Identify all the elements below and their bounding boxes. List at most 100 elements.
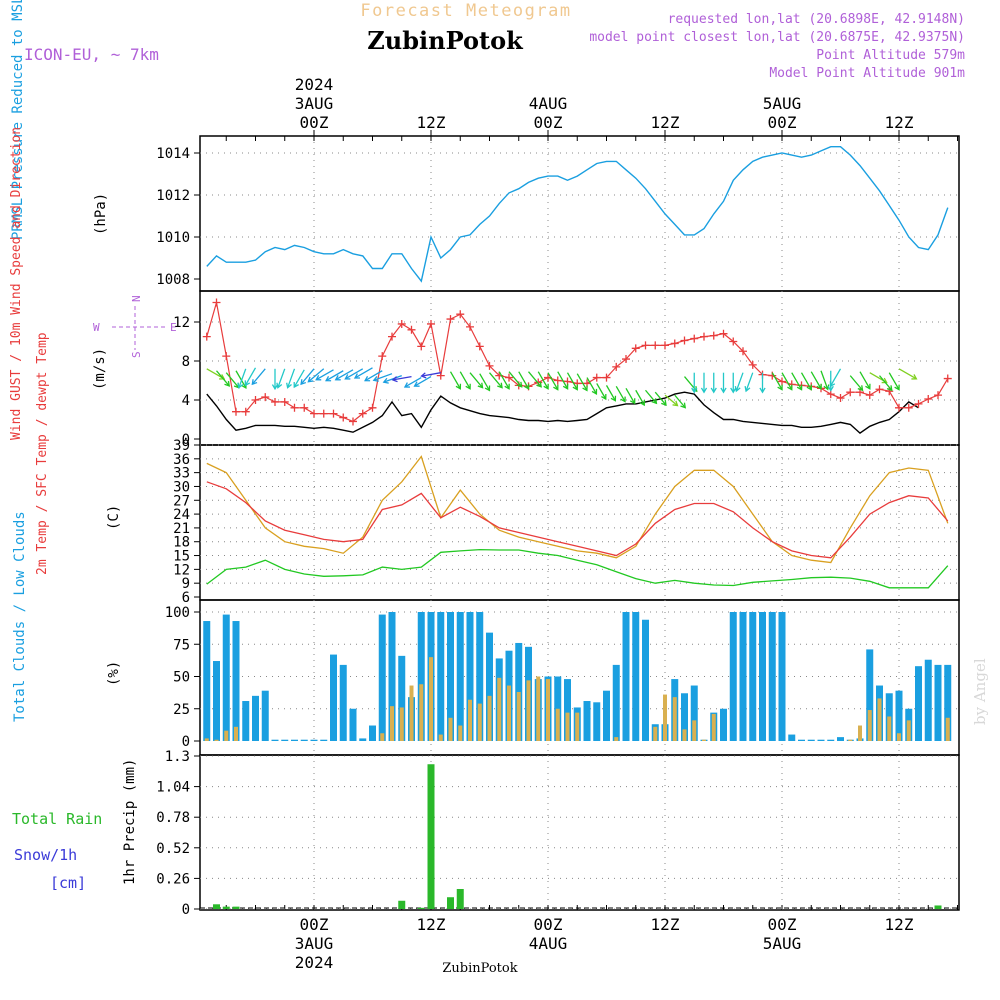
precip-bar [456,888,464,909]
wind-arrow-head [582,385,588,392]
total-cloud-bar [817,739,825,741]
total-cloud-bar [232,621,240,741]
wind-arrow-head [516,381,523,388]
gust-marker [729,337,738,346]
wind-arrow-head [734,386,741,393]
gust-marker [222,352,231,361]
total-cloud-bar [378,614,386,741]
total-cloud-bar [895,690,903,741]
wind-direction-arrow [849,375,864,391]
wind-arrow-head [465,383,471,390]
wind-direction-arrow [820,370,829,390]
wind-arrow-head [865,383,871,390]
top-time-label: 12Z [417,113,446,132]
total-cloud-bar [612,664,620,741]
wind-arrow-head [484,385,491,392]
wind-arrow-head [787,384,793,391]
gust-marker [641,341,650,350]
total-cloud-bar [603,690,610,741]
wind-arrow-head [710,387,717,394]
wind-arrow-head [536,381,542,388]
wind-direction-arrow [664,394,678,407]
wind-direction-arrow [810,371,822,390]
requested-coords: requested lon,lat (20.6898E, 42.9148N) [668,12,965,27]
gust-marker [904,403,913,412]
wind-direction-arrow [576,373,588,391]
wind-direction-arrow [414,376,432,387]
low-cloud-bar [867,710,872,741]
wind-direction-arrow [315,369,334,381]
wind-arrow-head [827,385,834,392]
y-tick-label: 12 [173,315,190,331]
total-cloud-bar [213,661,220,741]
gust-marker [914,399,923,408]
top-time-label: 4AUG [529,94,568,113]
wind-arrow-head [796,384,803,391]
y-tick-label: 15 [173,549,190,565]
panel-frame [199,290,960,446]
low-cloud-bar [702,739,706,741]
wind-arrow-head [344,374,351,380]
wind-direction-arrow [645,389,657,404]
pressure-unit-label: (hPa) [93,193,109,235]
y-tick-label: 0 [182,734,190,750]
wind-arrow-head [286,382,292,389]
gust-marker [553,376,562,385]
top-time-label: 00Z [534,113,563,132]
gust-marker [485,361,494,370]
wind-arrow-head [237,382,244,389]
wind-arrow-head [364,375,371,382]
wind-direction-arrow [293,369,305,388]
total-cloud-bar [300,739,308,741]
total-cloud-bar [924,659,932,741]
compass-e: E [170,321,177,334]
snow-unit-legend: [cm] [50,874,86,892]
low-cloud-bar [234,726,238,741]
precip-bar [427,764,435,909]
low-cloud-bar [546,679,550,741]
wind-arrow-head [523,383,530,390]
bottom-time-label: 00Z [768,915,797,934]
wind-arrow-head [700,387,708,394]
bottom-time-label: 4AUG [529,934,568,953]
wind-direction-arrow [625,387,636,404]
clouds-label: Total Clouds / Low Clouds [12,511,28,722]
low-cloud-bar [897,733,901,741]
gust-marker [378,352,387,361]
y-tick-label: 1008 [156,272,190,288]
gust-marker [349,417,357,426]
low-cloud-bar [448,717,453,741]
model-label: ICON-EU, ~ 7km [24,45,159,64]
bottom-time-label: 00Z [300,915,329,934]
wind-direction-arrow [404,377,422,388]
wind-direction-arrow [898,368,917,380]
total-cloud-bar [271,739,279,741]
y-tick-label: 100 [165,605,190,621]
wind-arrow-head [251,379,258,386]
total-cloud-bar [944,664,952,741]
total-cloud-bar [866,649,874,741]
wind-arrow-head [680,402,687,409]
wind-arrow-head [353,373,360,379]
wind-direction-arrow [216,370,230,387]
rain-legend: Total Rain [12,810,102,828]
wind-direction-arrow [469,372,484,389]
wind-arrow-head [894,384,900,391]
y-tick-label: 25 [173,702,190,718]
total-cloud-bar [583,701,591,741]
panel-frame [199,444,960,601]
y-tick-label: 4 [182,393,190,409]
total-cloud-bar [622,612,630,741]
wind-arrow-head [562,383,569,390]
wind-direction-arrow [879,375,893,391]
total-cloud-bar [252,695,259,741]
y-tick-label: 24 [173,507,190,523]
footer-location: ZubinPotok [442,961,517,976]
wind-arrow-head [325,375,332,382]
wind-arrow-head [315,375,322,381]
gust-marker [748,360,757,369]
total-cloud-bar [437,612,445,741]
gust-marker [670,339,679,348]
wind-arrow-head [543,383,549,390]
